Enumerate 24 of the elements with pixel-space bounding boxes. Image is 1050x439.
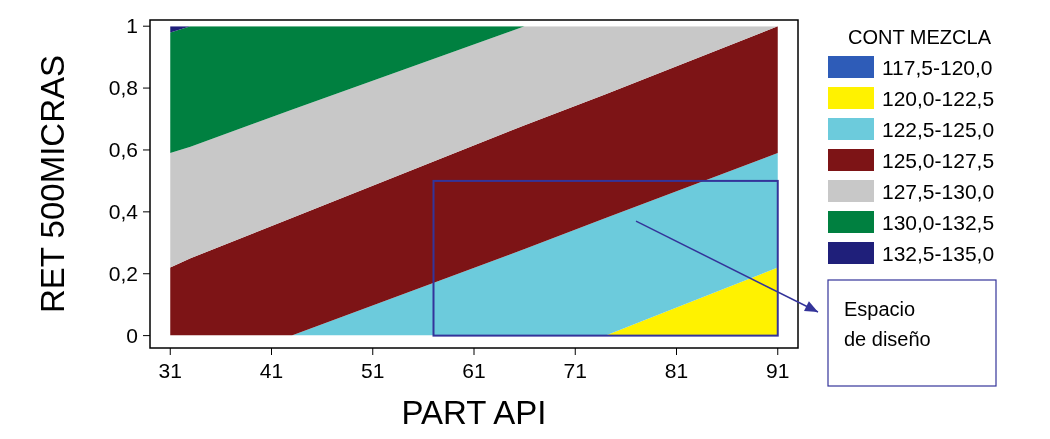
y-tick-label: 0,8 — [108, 76, 138, 100]
x-tick-label: 71 — [563, 359, 587, 382]
x-tick-label: 81 — [664, 359, 689, 382]
y-tick-label: 0 — [126, 323, 138, 347]
legend-label: 132,5-135,0 — [882, 242, 995, 265]
legend-label: 117,5-120,0 — [882, 56, 993, 79]
y-tick-label: 0,6 — [108, 137, 138, 161]
x-tick-label: 41 — [259, 359, 284, 382]
x-tick-label: 91 — [766, 359, 790, 382]
x-tick-label: 61 — [462, 359, 486, 382]
legend-label: 122,5-125,0 — [882, 118, 995, 141]
legend-label: 130,0-132,5 — [882, 211, 995, 234]
text: Espacio de diseño — [844, 298, 931, 350]
legend-label: 127,5-130,0 — [882, 180, 995, 203]
legend-title: CONT MEZCLA — [848, 26, 992, 48]
y-axis-title: RET 500MICRAS — [34, 55, 71, 313]
x-axis-title: PART API — [401, 394, 547, 431]
legend-label: 125,0-127,5 — [882, 149, 995, 172]
y-tick-label: 1 — [126, 14, 138, 38]
x-tick-label: 51 — [361, 359, 385, 382]
y-tick-label: 0,4 — [108, 199, 139, 223]
legend-label: 120,0-122,5 — [882, 87, 995, 110]
x-tick-label: 31 — [158, 359, 182, 382]
y-tick-label: 0,2 — [108, 261, 138, 285]
